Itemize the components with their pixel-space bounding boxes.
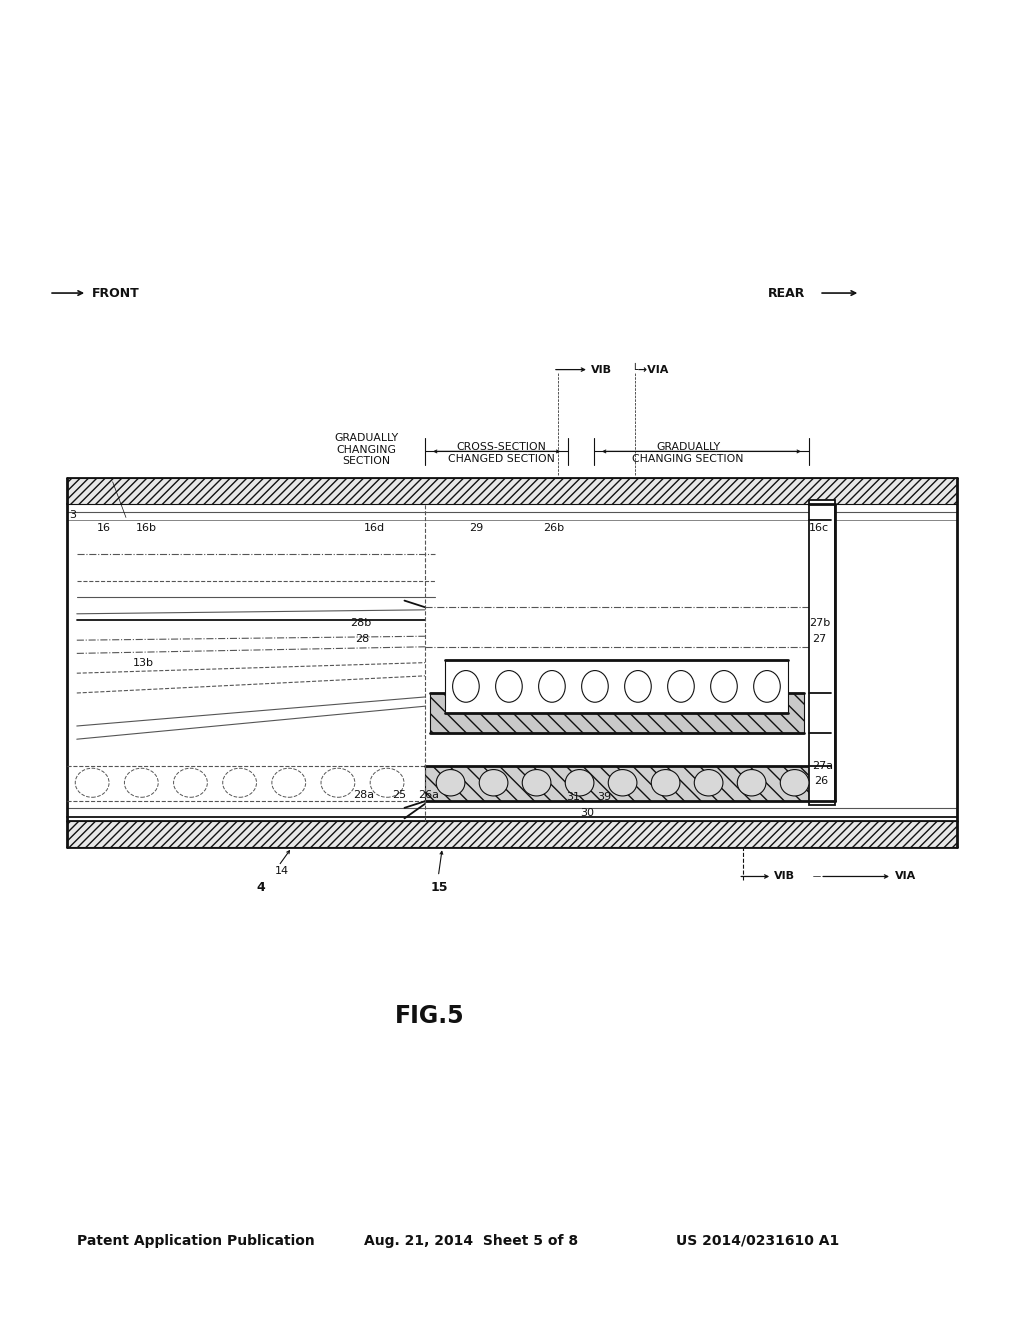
Text: 15: 15 <box>430 880 447 894</box>
Ellipse shape <box>668 671 694 702</box>
Ellipse shape <box>651 770 680 796</box>
Text: 16: 16 <box>97 523 112 533</box>
Text: 3: 3 <box>70 510 77 520</box>
Ellipse shape <box>582 671 608 702</box>
Text: REAR: REAR <box>768 286 805 300</box>
Text: VIB: VIB <box>591 364 612 375</box>
Text: 39: 39 <box>597 792 611 803</box>
Ellipse shape <box>711 671 737 702</box>
Text: Aug. 21, 2014  Sheet 5 of 8: Aug. 21, 2014 Sheet 5 of 8 <box>364 1234 578 1247</box>
Ellipse shape <box>694 770 723 796</box>
Text: GRADUALLY
CHANGING
SECTION: GRADUALLY CHANGING SECTION <box>335 433 398 466</box>
Text: 16b: 16b <box>136 523 158 533</box>
Ellipse shape <box>76 768 109 797</box>
Ellipse shape <box>496 671 522 702</box>
Ellipse shape <box>737 770 766 796</box>
Ellipse shape <box>625 671 651 702</box>
Text: 28: 28 <box>355 634 370 644</box>
Text: 27: 27 <box>812 634 826 644</box>
Text: 16d: 16d <box>364 523 385 533</box>
Text: 29: 29 <box>469 523 483 533</box>
Ellipse shape <box>223 768 257 797</box>
Ellipse shape <box>272 768 306 797</box>
Text: 31: 31 <box>566 792 581 803</box>
Text: FRONT: FRONT <box>92 286 140 300</box>
Ellipse shape <box>608 770 637 796</box>
Text: Patent Application Publication: Patent Application Publication <box>77 1234 314 1247</box>
Ellipse shape <box>453 671 479 702</box>
Bar <box>67 821 957 847</box>
Text: FIG.5: FIG.5 <box>395 1005 465 1028</box>
Text: 30: 30 <box>581 808 595 818</box>
Ellipse shape <box>436 770 465 796</box>
Text: GRADUALLY
CHANGING SECTION: GRADUALLY CHANGING SECTION <box>633 442 743 463</box>
Text: └→VIA: └→VIA <box>631 364 668 375</box>
Ellipse shape <box>565 770 594 796</box>
Ellipse shape <box>371 768 404 797</box>
Bar <box>425 766 809 801</box>
Ellipse shape <box>780 770 809 796</box>
Text: 27a: 27a <box>812 760 834 771</box>
Text: 13b: 13b <box>133 657 155 668</box>
Ellipse shape <box>754 671 780 702</box>
Text: 26b: 26b <box>543 523 564 533</box>
Bar <box>809 500 835 805</box>
Text: 28a: 28a <box>353 789 375 800</box>
Text: 28b: 28b <box>350 618 372 628</box>
Text: 26a: 26a <box>418 789 439 800</box>
Ellipse shape <box>322 768 355 797</box>
Text: 4: 4 <box>256 880 265 894</box>
Text: US 2014/0231610 A1: US 2014/0231610 A1 <box>676 1234 839 1247</box>
Text: 26: 26 <box>814 776 828 787</box>
Text: 27b: 27b <box>809 618 830 628</box>
Text: VIA: VIA <box>895 871 916 882</box>
Text: 25: 25 <box>392 789 407 800</box>
Text: 14: 14 <box>274 866 289 876</box>
Ellipse shape <box>174 768 207 797</box>
Ellipse shape <box>539 671 565 702</box>
Bar <box>430 693 804 733</box>
Bar <box>67 478 957 504</box>
Ellipse shape <box>125 768 159 797</box>
Text: CROSS-SECTION
CHANGED SECTION: CROSS-SECTION CHANGED SECTION <box>449 442 555 463</box>
Ellipse shape <box>479 770 508 796</box>
Text: 16c: 16c <box>809 523 829 533</box>
Bar <box>445 660 788 713</box>
Ellipse shape <box>522 770 551 796</box>
Text: VIB: VIB <box>774 871 796 882</box>
